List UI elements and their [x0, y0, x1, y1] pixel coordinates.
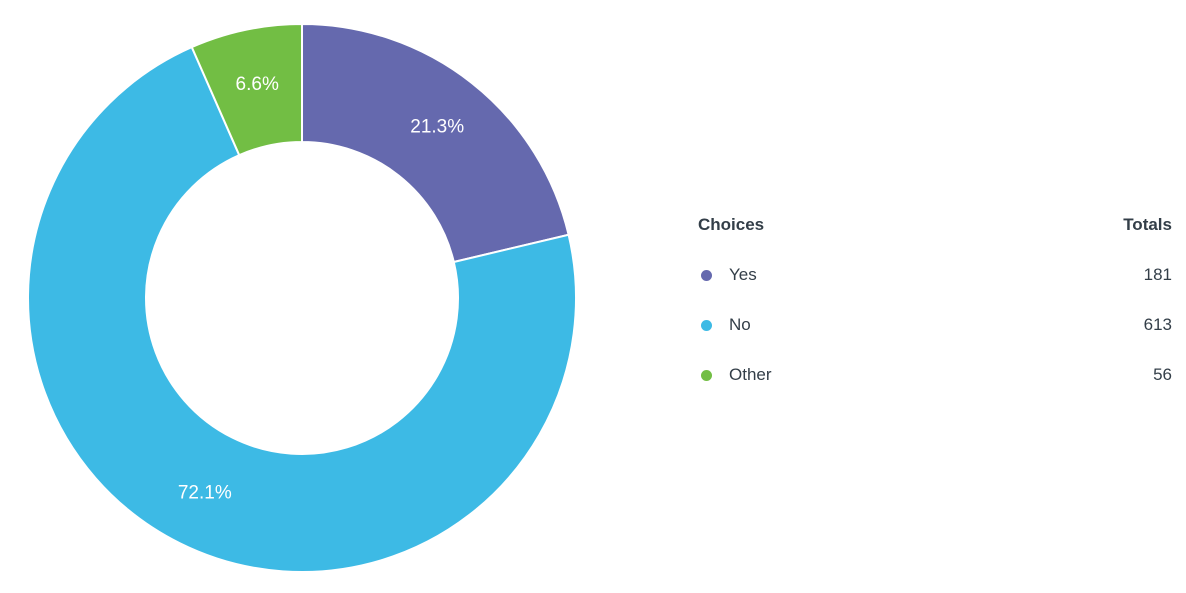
donut-slice-yes[interactable] — [301, 22, 570, 264]
legend-row-yes: Yes 181 — [698, 263, 1172, 287]
slice-percent-label-no: 72.1% — [178, 483, 232, 504]
legend-dot-no — [701, 319, 712, 331]
legend-total-no: 613 — [1143, 315, 1172, 334]
slice-percent-label-yes: 21.3% — [410, 117, 464, 138]
legend-dot-other — [701, 369, 712, 381]
legend-label-other: Other — [729, 365, 772, 384]
legend-header: Choices Totals — [698, 213, 1172, 237]
legend-header-choices: Choices — [698, 215, 765, 234]
donut-slice-other[interactable] — [190, 22, 303, 157]
legend-table: Choices Totals Yes 181 No 613 Other 56 — [698, 213, 1172, 387]
legend-row-other: Other 56 — [698, 363, 1172, 387]
legend-label-no: No — [729, 315, 751, 334]
legend-header-totals: Totals — [1123, 215, 1172, 234]
slice-percent-label-other: 6.6% — [236, 74, 279, 95]
legend-label-yes: Yes — [729, 265, 757, 284]
legend-total-yes: 181 — [1143, 265, 1172, 284]
legend-total-other: 56 — [1153, 365, 1172, 384]
legend-row-no: No 613 — [698, 313, 1172, 337]
donut-slice-no[interactable] — [27, 45, 577, 573]
legend-dot-yes — [701, 269, 712, 281]
